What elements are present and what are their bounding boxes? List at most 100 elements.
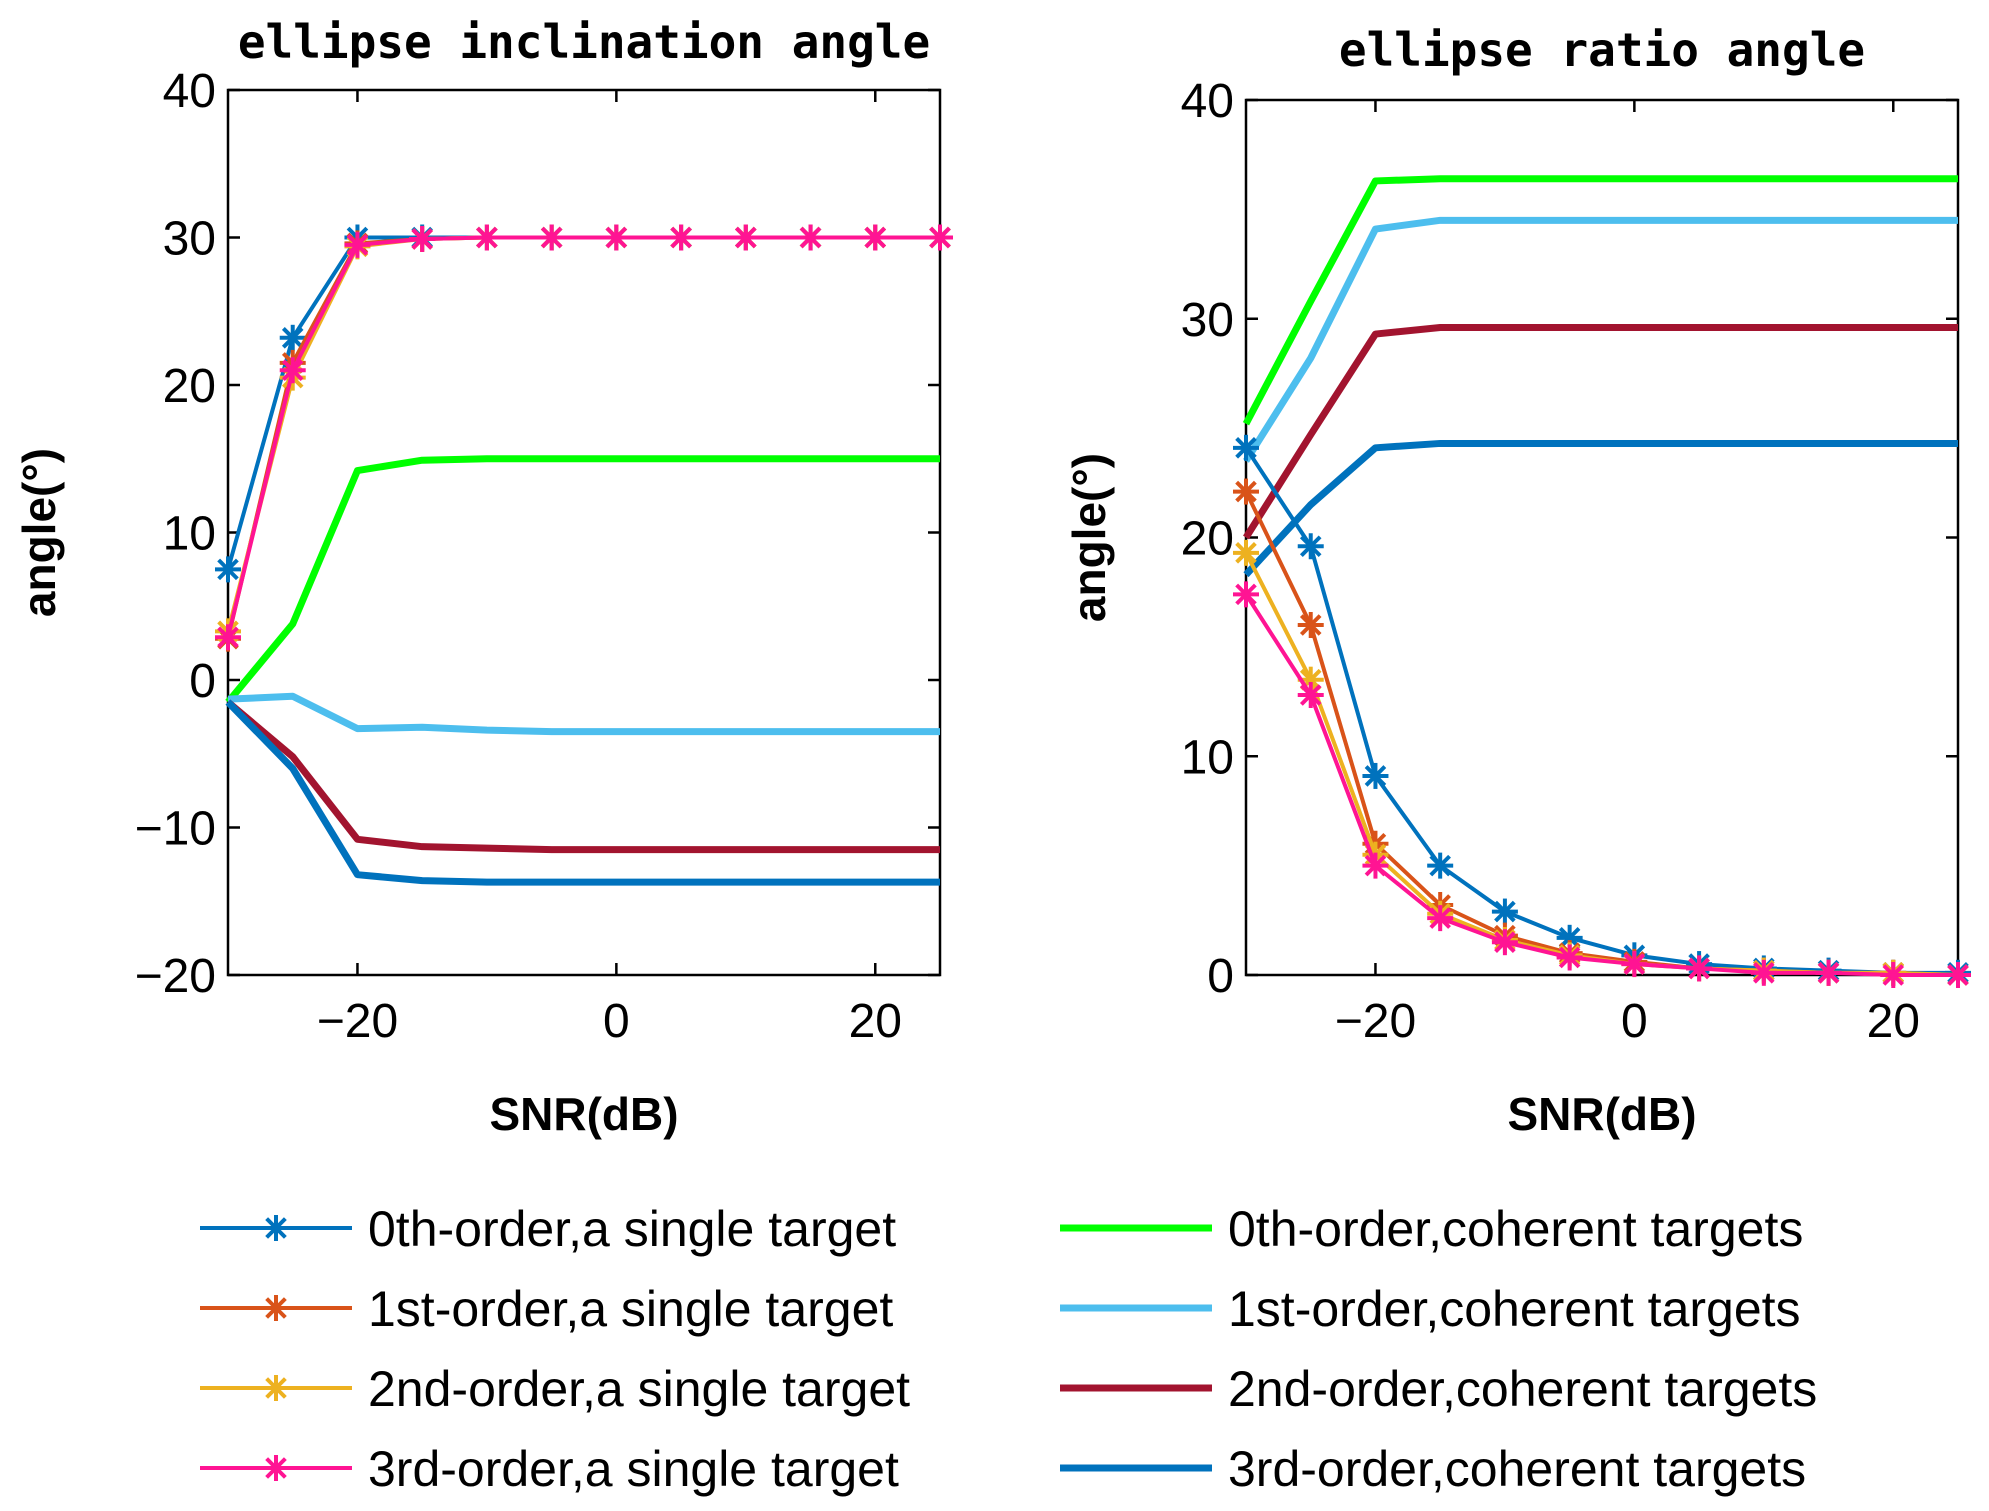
y-tick-label: 40 — [1181, 75, 1234, 128]
data-point-marker — [1233, 581, 1259, 608]
series-7 — [1243, 439, 1958, 578]
legend-label: 1st-order,coherent targets — [1228, 1281, 1801, 1337]
y-tick-label: 30 — [1181, 294, 1234, 347]
data-point-marker — [1491, 929, 1518, 956]
series-line — [225, 699, 940, 854]
series-5 — [227, 692, 940, 736]
data-point-marker — [215, 624, 241, 651]
y-tick-label: 20 — [1181, 513, 1234, 566]
x-tick-label: −20 — [317, 995, 398, 1048]
data-point-marker — [1491, 898, 1518, 925]
x-tick-label: 20 — [1867, 995, 1920, 1048]
series-7 — [225, 699, 940, 886]
data-point-marker — [1297, 533, 1324, 560]
x-tick-label: 0 — [603, 995, 630, 1048]
legend: 0th-order,a single target 1st-order,a sin… — [200, 1201, 1817, 1497]
data-point-marker — [668, 224, 695, 251]
data-point-marker — [1621, 951, 1648, 978]
data-point-marker — [279, 357, 306, 384]
data-point-marker — [1686, 955, 1713, 982]
data-point-marker — [797, 224, 824, 251]
x-tick-label: 0 — [1621, 995, 1648, 1048]
legend-item: 1st-order,a single target — [200, 1281, 893, 1337]
series-line — [1243, 324, 1958, 540]
data-point-marker — [603, 224, 630, 251]
series-line — [225, 699, 940, 886]
legend-item: 0th-order,coherent targets — [1060, 1201, 1803, 1257]
legend-label: 0th-order,coherent targets — [1228, 1201, 1803, 1257]
y-tick-label: 10 — [1181, 731, 1234, 784]
plot-area-frame — [1244, 98, 1960, 977]
series-line — [1244, 593, 1958, 977]
series-line — [1244, 490, 1959, 977]
x-axis-label: SNR(dB) — [1507, 1088, 1696, 1140]
y-tick-label: 20 — [163, 360, 216, 413]
x-axis-label: SNR(dB) — [489, 1088, 678, 1140]
data-point-marker — [1297, 682, 1324, 708]
data-point-marker — [732, 224, 759, 251]
data-point-marker — [279, 324, 306, 351]
data-point-marker — [1233, 478, 1259, 505]
series-3 — [1233, 581, 1971, 988]
data-point-marker — [344, 231, 371, 258]
legend-label: 2nd-order,coherent targets — [1228, 1361, 1817, 1417]
series-6 — [225, 699, 940, 854]
y-tick-label: 0 — [189, 655, 216, 708]
legend-item: 0th-order,a single target — [200, 1201, 896, 1257]
legend-label: 3rd-order,a single target — [368, 1441, 899, 1497]
data-point-marker — [1945, 962, 1971, 988]
legend-label: 2nd-order,a single target — [368, 1361, 910, 1417]
legend-label: 1st-order,a single target — [368, 1281, 893, 1337]
y-tick-label: 10 — [163, 508, 216, 561]
series-line — [1243, 439, 1958, 578]
chart-panel-1: ellipse inclination angle −20 −10 0 10 20 30 40… — [13, 15, 953, 1140]
data-point-marker — [1362, 852, 1389, 879]
series-line — [1242, 175, 1958, 426]
chart-panel-2: ellipse ratio angle 0 10 20 30 40 −20 0 20 SNR(dB… — [1063, 23, 1971, 1140]
data-point-marker — [1880, 962, 1907, 988]
data-point-marker — [473, 224, 500, 251]
data-point-marker — [1233, 434, 1259, 461]
series-3 — [215, 224, 953, 651]
legend-item: 2nd-order,coherent targets — [1060, 1361, 1817, 1417]
data-point-marker — [1556, 944, 1583, 971]
y-axis-label: angle(°) — [13, 448, 65, 617]
x-tick-label: 20 — [849, 995, 902, 1048]
data-point-marker — [1297, 612, 1324, 638]
y-tick-label: −10 — [135, 803, 216, 856]
series-2 — [1233, 539, 1971, 988]
legend-item: 1st-order,coherent targets — [1060, 1281, 1801, 1337]
chart-title: ellipse ratio angle — [1339, 23, 1865, 77]
chart-title: ellipse inclination angle — [238, 15, 930, 69]
series-5 — [1243, 216, 1958, 463]
series-line — [227, 692, 940, 736]
legend-item: 3rd-order,coherent targets — [1060, 1441, 1806, 1497]
data-point-marker — [215, 556, 241, 583]
data-point-marker — [927, 224, 953, 251]
series-line — [225, 455, 940, 705]
legend-marker — [263, 1295, 289, 1321]
legend-label: 3rd-order,coherent targets — [1228, 1441, 1806, 1497]
data-point-marker — [1750, 959, 1777, 986]
x-tick-label: −20 — [1335, 995, 1416, 1048]
legend-item: 3rd-order,a single target — [200, 1441, 899, 1497]
series-4 — [225, 455, 940, 705]
series-line — [226, 235, 940, 640]
data-point-marker — [1427, 905, 1454, 932]
series-0 — [1233, 434, 1971, 986]
data-point-marker — [862, 224, 889, 251]
data-point-marker — [1233, 539, 1259, 566]
legend-marker — [263, 1455, 289, 1481]
data-point-marker — [1427, 852, 1454, 879]
legend-item: 2nd-order,a single target — [200, 1361, 910, 1417]
legend-label: 0th-order,a single target — [368, 1201, 896, 1257]
legend-marker — [263, 1215, 289, 1241]
series-line — [1243, 216, 1958, 463]
y-tick-label: 40 — [163, 65, 216, 118]
y-tick-label: 30 — [163, 213, 216, 266]
y-tick-label: 0 — [1207, 950, 1234, 1003]
legend-marker — [263, 1375, 289, 1401]
y-axis-label: angle(°) — [1063, 453, 1115, 622]
y-tick-label: −20 — [135, 950, 216, 1003]
